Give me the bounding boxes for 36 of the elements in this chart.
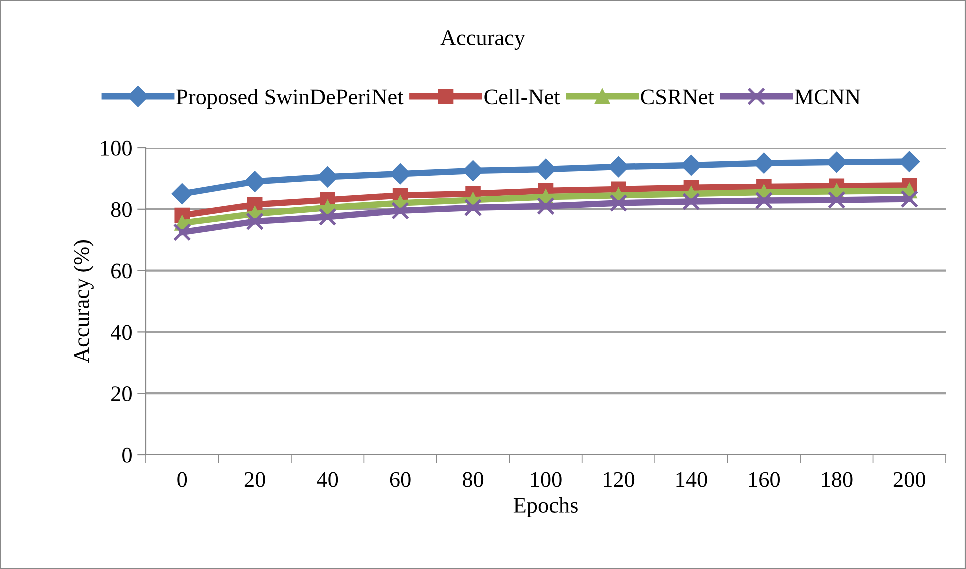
y-tick-label: 20 bbox=[112, 386, 132, 402]
chart-title: Accuracy bbox=[440, 30, 526, 50]
y-axis-title: Accuracy (%) bbox=[74, 240, 94, 364]
x-tick-label: 40 bbox=[317, 472, 338, 488]
legend-label: Cell-Net bbox=[484, 89, 560, 105]
point bbox=[318, 208, 337, 226]
x-tick-label: 160 bbox=[749, 472, 780, 488]
point bbox=[464, 198, 482, 217]
point bbox=[610, 194, 628, 212]
y-tick-label: 80 bbox=[111, 202, 132, 218]
point bbox=[682, 192, 700, 211]
point bbox=[828, 191, 846, 210]
y-tick-label: 40 bbox=[111, 325, 132, 340]
legend-label: CSRNet bbox=[641, 90, 714, 105]
x-tick-label: 60 bbox=[390, 472, 411, 488]
x-tick-label: 120 bbox=[604, 472, 635, 488]
legend-label: MCNN bbox=[795, 90, 861, 105]
point bbox=[173, 223, 192, 242]
x-axis-title: Epochs bbox=[514, 497, 578, 518]
y-tick-label: 0 bbox=[122, 448, 132, 463]
point bbox=[172, 184, 193, 205]
x-tick-label: 0 bbox=[178, 472, 188, 488]
point bbox=[755, 192, 774, 210]
point bbox=[246, 212, 264, 231]
point bbox=[536, 197, 556, 216]
point bbox=[392, 202, 410, 220]
legend-label: Proposed SwinDePeriNet bbox=[176, 89, 404, 110]
y-tick-label: 100 bbox=[101, 140, 132, 156]
x-tick-label: 20 bbox=[244, 472, 266, 488]
x-tick-label: 180 bbox=[822, 472, 853, 488]
x-tick-label: 200 bbox=[894, 472, 926, 488]
x-tick-label: 140 bbox=[676, 472, 708, 488]
x-tick-label: 100 bbox=[531, 472, 562, 488]
y-tick-label: 60 bbox=[112, 264, 132, 279]
point bbox=[900, 190, 919, 208]
x-tick-label: 80 bbox=[463, 472, 484, 488]
